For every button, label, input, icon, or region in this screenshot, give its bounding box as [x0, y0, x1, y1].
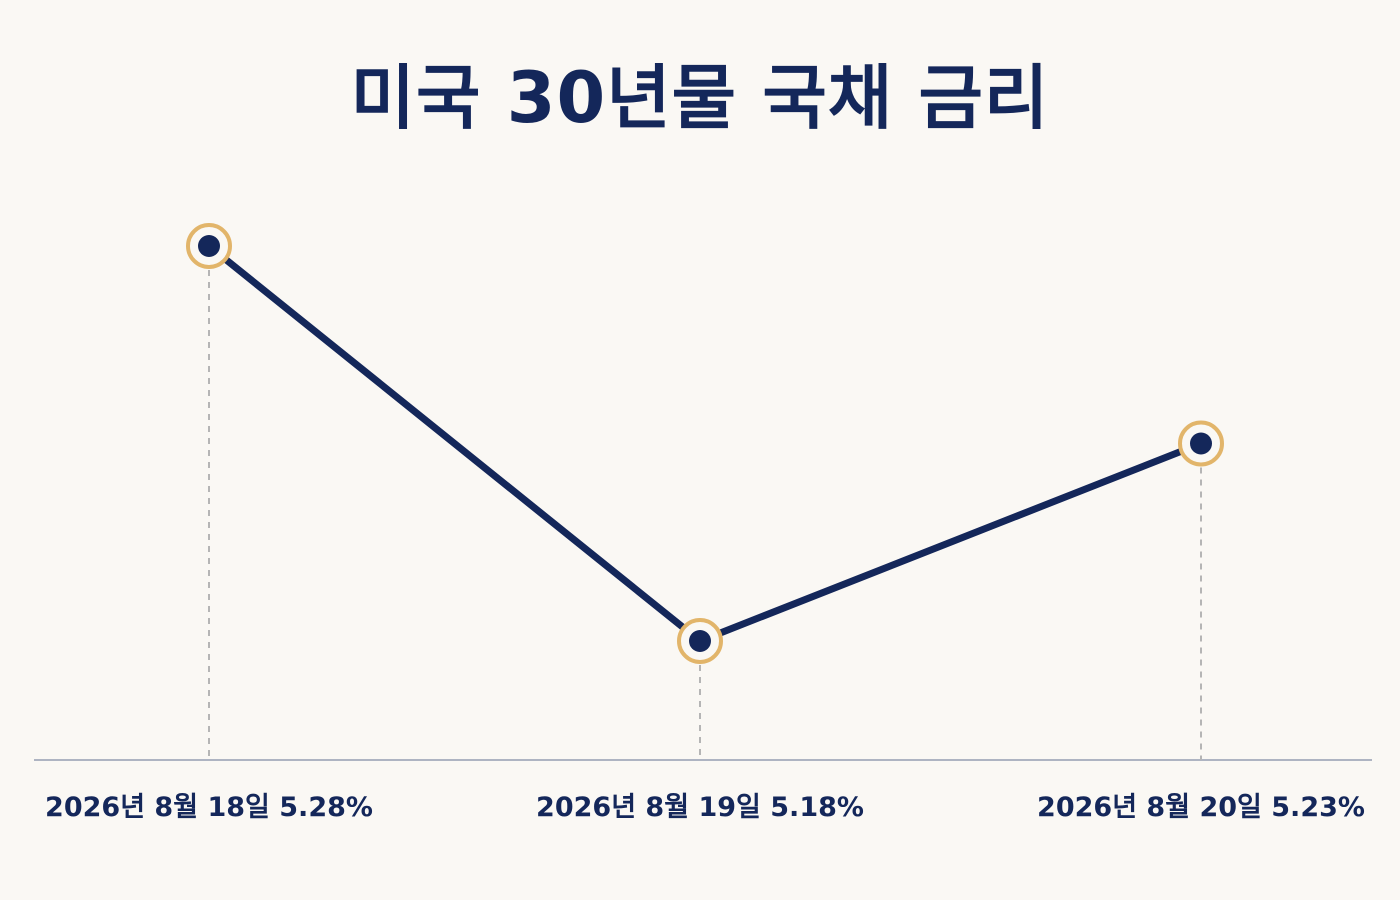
drop-lines — [208, 270, 1202, 760]
chart-title: 미국 30년물 국채 금리 — [350, 57, 1050, 139]
x-tick-label: 2026년 8월 18일 5.28% — [45, 792, 373, 823]
x-tick-label: 2026년 8월 19일 5.18% — [536, 792, 864, 823]
data-point-markers — [186, 223, 1224, 664]
series-line-group — [205, 242, 1205, 645]
x-tick-label: 2026년 8월 20일 5.23% — [1037, 792, 1365, 823]
data-point — [198, 235, 220, 257]
series-line-segment — [696, 440, 1205, 645]
data-point — [689, 630, 711, 652]
series-line-segment — [205, 242, 704, 645]
x-tick-labels: 2026년 8월 18일 5.28% 2026년 8월 19일 5.18% 2026… — [45, 792, 1365, 823]
data-point — [1190, 432, 1212, 455]
